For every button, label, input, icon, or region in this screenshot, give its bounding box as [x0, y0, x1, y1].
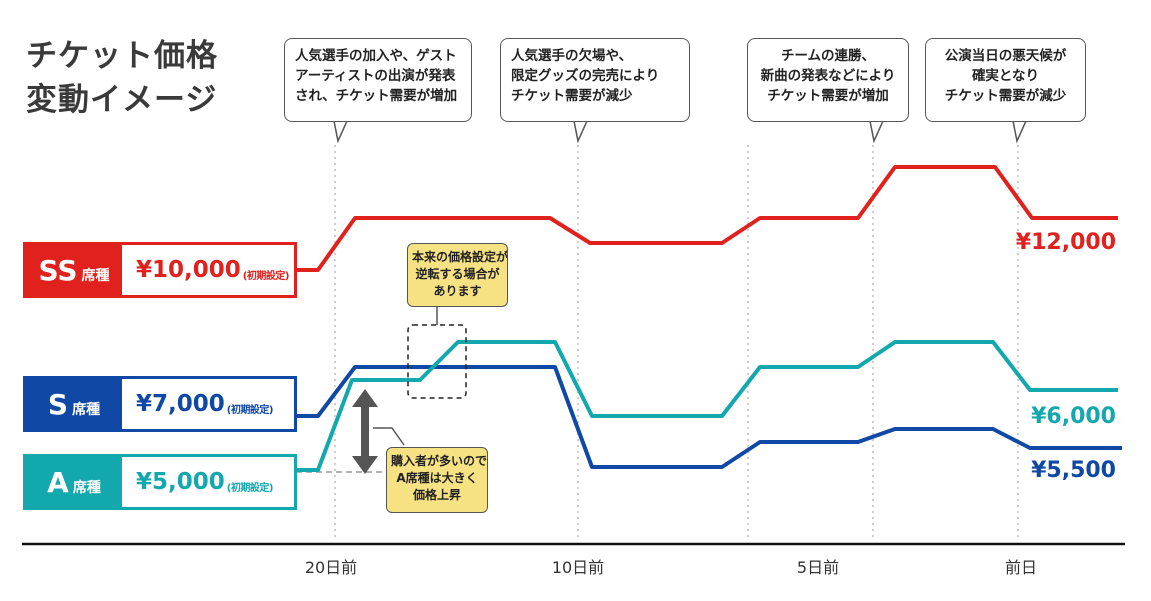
seat-card-s: S 席種 ¥7,000 (初期設定) [23, 376, 297, 432]
end-price-a: ¥6,000 [1031, 404, 1116, 429]
callout-player-absence: 人気選手の欠場や、 限定グッズの完売により チケット需要が減少 [500, 38, 690, 122]
seat-tag-a: A 席種 [26, 457, 122, 507]
callout-1-pointer [333, 120, 349, 144]
tick-label-5days: 5日前 [796, 558, 840, 577]
ss-price-line [297, 165, 1118, 272]
callout-bad-weather: 公演当日の悪天候が 確実となり チケット需要が減少 [925, 38, 1086, 122]
tick-label-daybefore: 前日 [1004, 558, 1038, 577]
note-price-reversal: 本来の価格設定が 逆転する場合が あります [407, 243, 508, 307]
seat-card-ss: SS 席種 ¥10,000 (初期設定) [23, 242, 297, 298]
end-price-s: ¥5,500 [1031, 458, 1116, 483]
tick-label-10days: 10日前 [551, 558, 605, 577]
seat-price-ss: ¥10,000 (初期設定) [136, 257, 289, 283]
seat-card-a: A 席種 ¥5,000 (初期設定) [23, 454, 297, 510]
tick-label-20days: 20日前 [304, 558, 358, 577]
note-a-demand-rise: 購入者が多いので A席種は大きく 価格上昇 [386, 447, 488, 513]
seat-price-a: ¥5,000 (初期設定) [136, 469, 273, 495]
seat-price-s: ¥7,000 (初期設定) [136, 391, 273, 417]
callout-4-pointer [1012, 120, 1028, 144]
seat-tag-s: S 席種 [26, 379, 122, 429]
callout-3-pointer [869, 120, 885, 144]
demand-connector [373, 427, 405, 446]
price-gap-arrow [352, 389, 378, 474]
seat-tag-ss: SS 席種 [26, 245, 122, 295]
s-price-line [297, 365, 1122, 469]
callout-winning-streak: チームの連勝、 新曲の発表などにより チケット需要が増加 [747, 38, 909, 122]
page-title-line2: 変動イメージ [26, 82, 218, 118]
callout-star-player-join: 人気選手の加入や、ゲスト アーティストの出演が発表 され、チケット需要が増加 [284, 38, 472, 122]
end-price-ss: ¥12,000 [1015, 230, 1116, 255]
page-title-line1: チケット価格 [26, 38, 218, 74]
a-price-line [297, 340, 1118, 472]
callout-2-pointer [573, 120, 589, 144]
